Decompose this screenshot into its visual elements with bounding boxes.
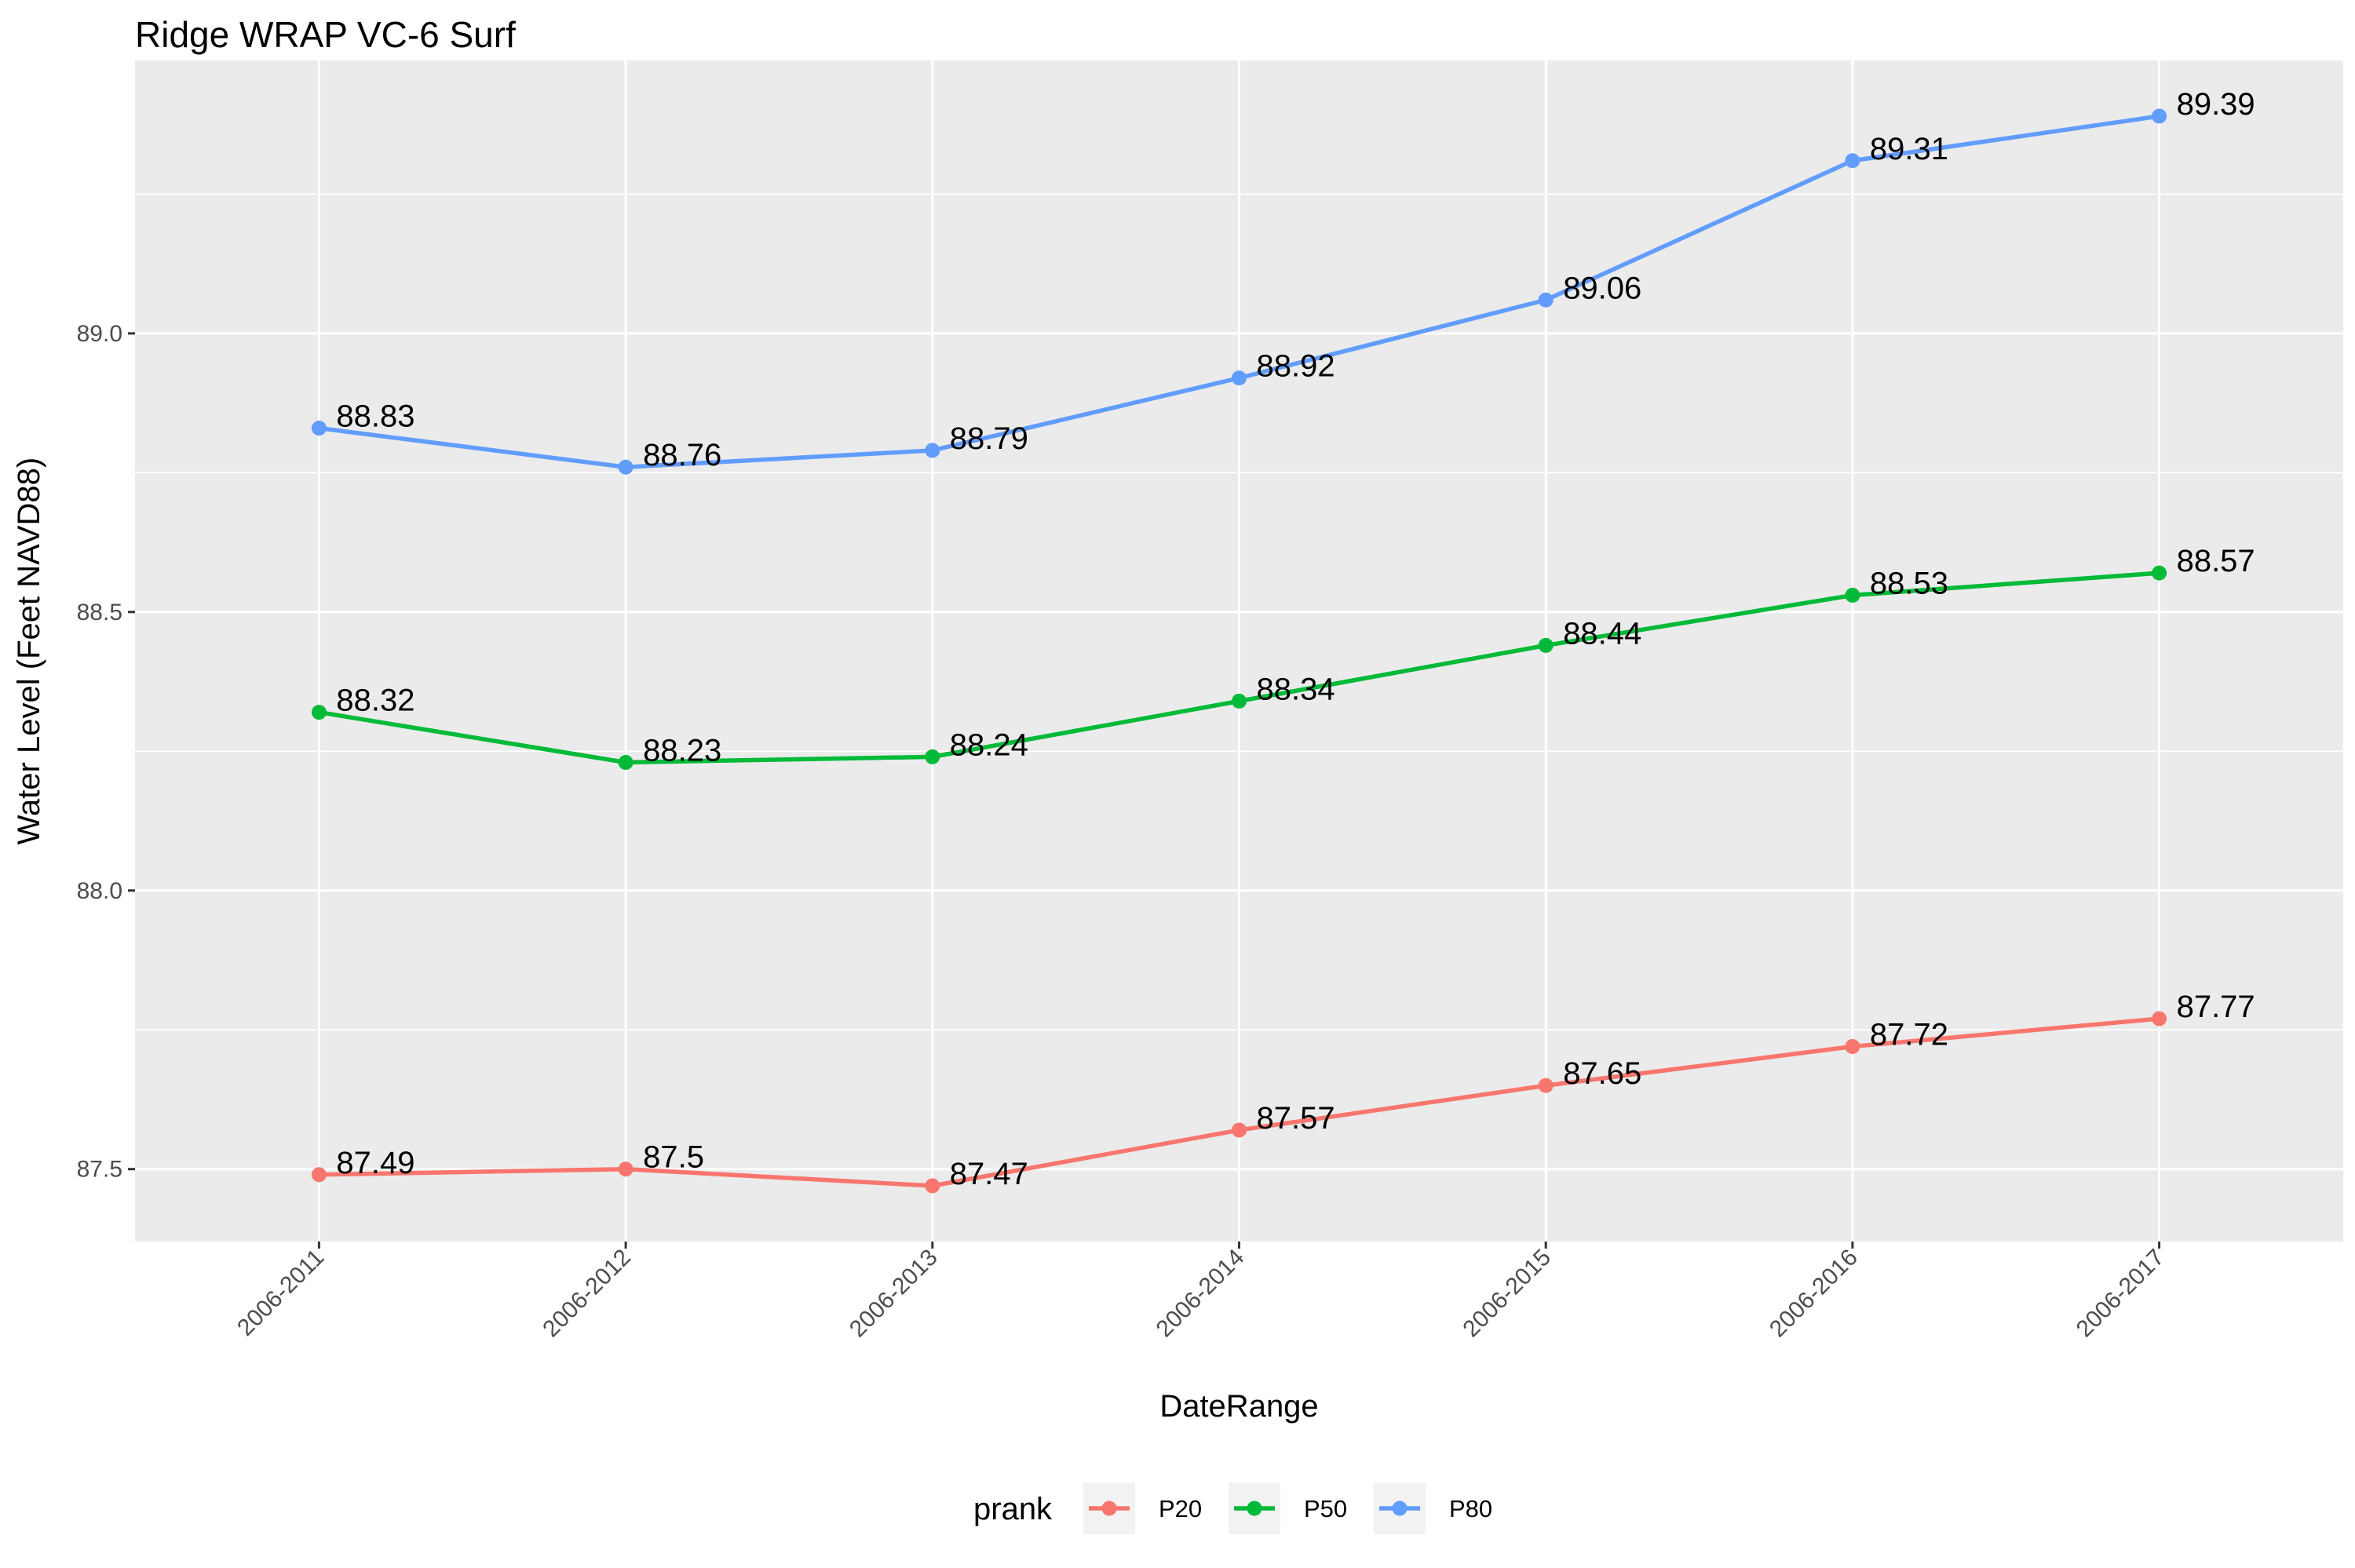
series-p80-data-label: 89.06 bbox=[1563, 271, 1641, 305]
series-p80-data-label: 88.83 bbox=[336, 399, 414, 434]
legend-label: P50 bbox=[1304, 1495, 1347, 1522]
major-gridlines bbox=[135, 60, 2343, 1242]
series-p80-point bbox=[618, 459, 633, 475]
series-p20-data-label: 87.57 bbox=[1257, 1101, 1335, 1136]
legend-item-p80: P80 bbox=[1374, 1482, 1492, 1534]
series-p50-data-label: 88.24 bbox=[950, 727, 1028, 762]
series-p20-point bbox=[618, 1161, 633, 1177]
legend-key-point bbox=[1247, 1501, 1262, 1516]
series-p80-point bbox=[2152, 108, 2167, 124]
series-p20-data-label: 87.5 bbox=[643, 1140, 704, 1175]
series-p20-data-label: 87.65 bbox=[1563, 1056, 1641, 1091]
series-p80-point bbox=[1538, 292, 1554, 308]
y-tick-label: 88.0 bbox=[77, 878, 122, 904]
legend-label: P80 bbox=[1449, 1495, 1492, 1522]
legend-item-p20: P20 bbox=[1083, 1482, 1202, 1534]
legend-title: prank bbox=[973, 1492, 1053, 1526]
series-p20-data-label: 87.49 bbox=[336, 1146, 414, 1180]
series-p80-data-label: 89.39 bbox=[2177, 87, 2255, 122]
legend: prank P20 P50 P80 bbox=[973, 1482, 1492, 1534]
series-p20-data-label: 87.47 bbox=[950, 1157, 1028, 1191]
chart-title: Ridge WRAP VC-6 Surf bbox=[135, 14, 516, 55]
series-p20-point bbox=[1538, 1078, 1554, 1093]
series-p80-point bbox=[1232, 370, 1247, 386]
y-tick-label: 88.5 bbox=[77, 600, 122, 625]
series-p20-data-label: 87.72 bbox=[1870, 1018, 1948, 1052]
series-p20-point bbox=[925, 1178, 940, 1194]
series-p50-data-label: 88.53 bbox=[1870, 567, 1948, 601]
x-axis-title: DateRange bbox=[1159, 1389, 1318, 1424]
series-p80: 88.83 88.76 88.79 88.92 89.06 89.31 89.39 bbox=[311, 87, 2255, 475]
legend-key-point bbox=[1101, 1501, 1117, 1516]
series-p50-data-label: 88.34 bbox=[1257, 672, 1335, 706]
y-tick-label: 89.0 bbox=[77, 321, 122, 347]
series-p80-point bbox=[925, 443, 940, 458]
legend-label: P20 bbox=[1159, 1495, 1202, 1522]
series-p50-point bbox=[1232, 693, 1247, 709]
series-p80-data-label: 89.31 bbox=[1870, 132, 1948, 166]
series-p80-point bbox=[1845, 153, 1860, 169]
series-p80-data-label: 88.76 bbox=[643, 438, 721, 472]
series-p50-point bbox=[311, 705, 327, 720]
y-tick-label: 87.5 bbox=[77, 1157, 122, 1183]
series-p20-point bbox=[1845, 1039, 1860, 1055]
series-p20-point bbox=[311, 1167, 327, 1183]
y-axis-title: Water Level (Feet NAVD88) bbox=[12, 458, 46, 845]
legend-key-point bbox=[1392, 1501, 1408, 1516]
series-p80-point bbox=[311, 421, 327, 436]
series-p80-data-label: 88.92 bbox=[1257, 349, 1335, 384]
legend-item-p50: P50 bbox=[1229, 1482, 1347, 1534]
series-layer: 87.49 87.5 87.4787.5787.6587.7287.7788.328… bbox=[311, 87, 2255, 1194]
series-p20-point bbox=[1232, 1122, 1247, 1138]
series-p50-point bbox=[618, 754, 633, 770]
series-p20-data-label: 87.77 bbox=[2177, 990, 2255, 1024]
series-p50-data-label: 88.23 bbox=[643, 733, 721, 768]
series-p80-data-label: 88.79 bbox=[950, 421, 1028, 456]
series-p50-point bbox=[2152, 565, 2167, 581]
series-p50-data-label: 88.57 bbox=[2177, 544, 2255, 578]
series-p50-data-label: 88.44 bbox=[1563, 616, 1641, 651]
series-p50-point bbox=[1845, 588, 1860, 603]
series-p20-point bbox=[2152, 1011, 2167, 1026]
series-p50: 88.32 88.23 88.24 88.34 88.44 88.53 88.57 bbox=[311, 544, 2255, 770]
series-p50-data-label: 88.32 bbox=[336, 684, 414, 718]
series-p50-point bbox=[1538, 637, 1554, 653]
series-p20: 87.49 87.5 87.47 87.57 87.65 87.72 87.77 bbox=[311, 990, 2255, 1194]
series-p50-point bbox=[925, 749, 940, 764]
